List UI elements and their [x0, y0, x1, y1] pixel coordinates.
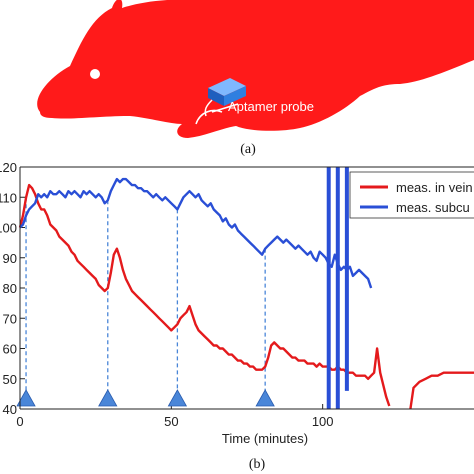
x-tick-label: 50: [164, 414, 178, 429]
x-axis: 0 50 100: [16, 404, 334, 429]
series-line-subcu: [19, 177, 373, 289]
probe-box-front: [208, 88, 224, 106]
series-group: [18, 167, 474, 410]
probe-label: Aptamer probe: [228, 99, 314, 114]
probe-box-top: [208, 78, 246, 96]
y-tick-label: 70: [3, 311, 17, 326]
caption-a: (a): [240, 142, 256, 157]
probe-pointer-line: [211, 103, 239, 113]
injection-marker: [16, 389, 36, 407]
injection-markers: [16, 389, 275, 407]
injection-marker: [98, 389, 118, 407]
series-line-vein: [409, 371, 474, 410]
legend-box: [349, 171, 474, 219]
y-tick-label: 100: [0, 221, 17, 236]
y-tick-label: 110: [0, 190, 17, 205]
aptamer-probe: Aptamer probe: [204, 78, 314, 117]
injection-marker: [167, 389, 188, 407]
caption-b: (b): [249, 457, 266, 472]
mouse-illustration: [37, 0, 474, 138]
y-tick-label: 50: [3, 372, 17, 387]
x-tick-label: 0: [16, 414, 23, 429]
mouse-leg-outline: [195, 109, 223, 125]
chart: 40 50 60 70 80 90 100 110 120 0 50 100 meas. in ve…: [0, 160, 474, 446]
legend-label-vein: meas. in vein: [396, 180, 473, 195]
probe-wire: [204, 99, 213, 117]
y-axis: 40 50 60 70 80 90 100 110 120: [0, 160, 25, 417]
mouse-silhouette: [37, 0, 474, 138]
probe-box-side: [224, 86, 246, 106]
y-tick-label: 120: [0, 160, 17, 175]
y-tick-label: 80: [3, 281, 17, 296]
y-tick-label: 90: [3, 251, 17, 266]
y-tick-label: 60: [3, 342, 17, 357]
injection-drop-lines: [25, 197, 266, 397]
legend: meas. in vein meas. subcu: [349, 171, 474, 219]
mouse-eye: [90, 69, 100, 79]
y-tick-label: 40: [3, 402, 17, 417]
injection-marker: [255, 389, 275, 407]
x-axis-label: Time (minutes): [222, 431, 308, 446]
x-tick-label: 100: [312, 414, 334, 429]
legend-label-subcu: meas. subcu: [396, 200, 470, 215]
